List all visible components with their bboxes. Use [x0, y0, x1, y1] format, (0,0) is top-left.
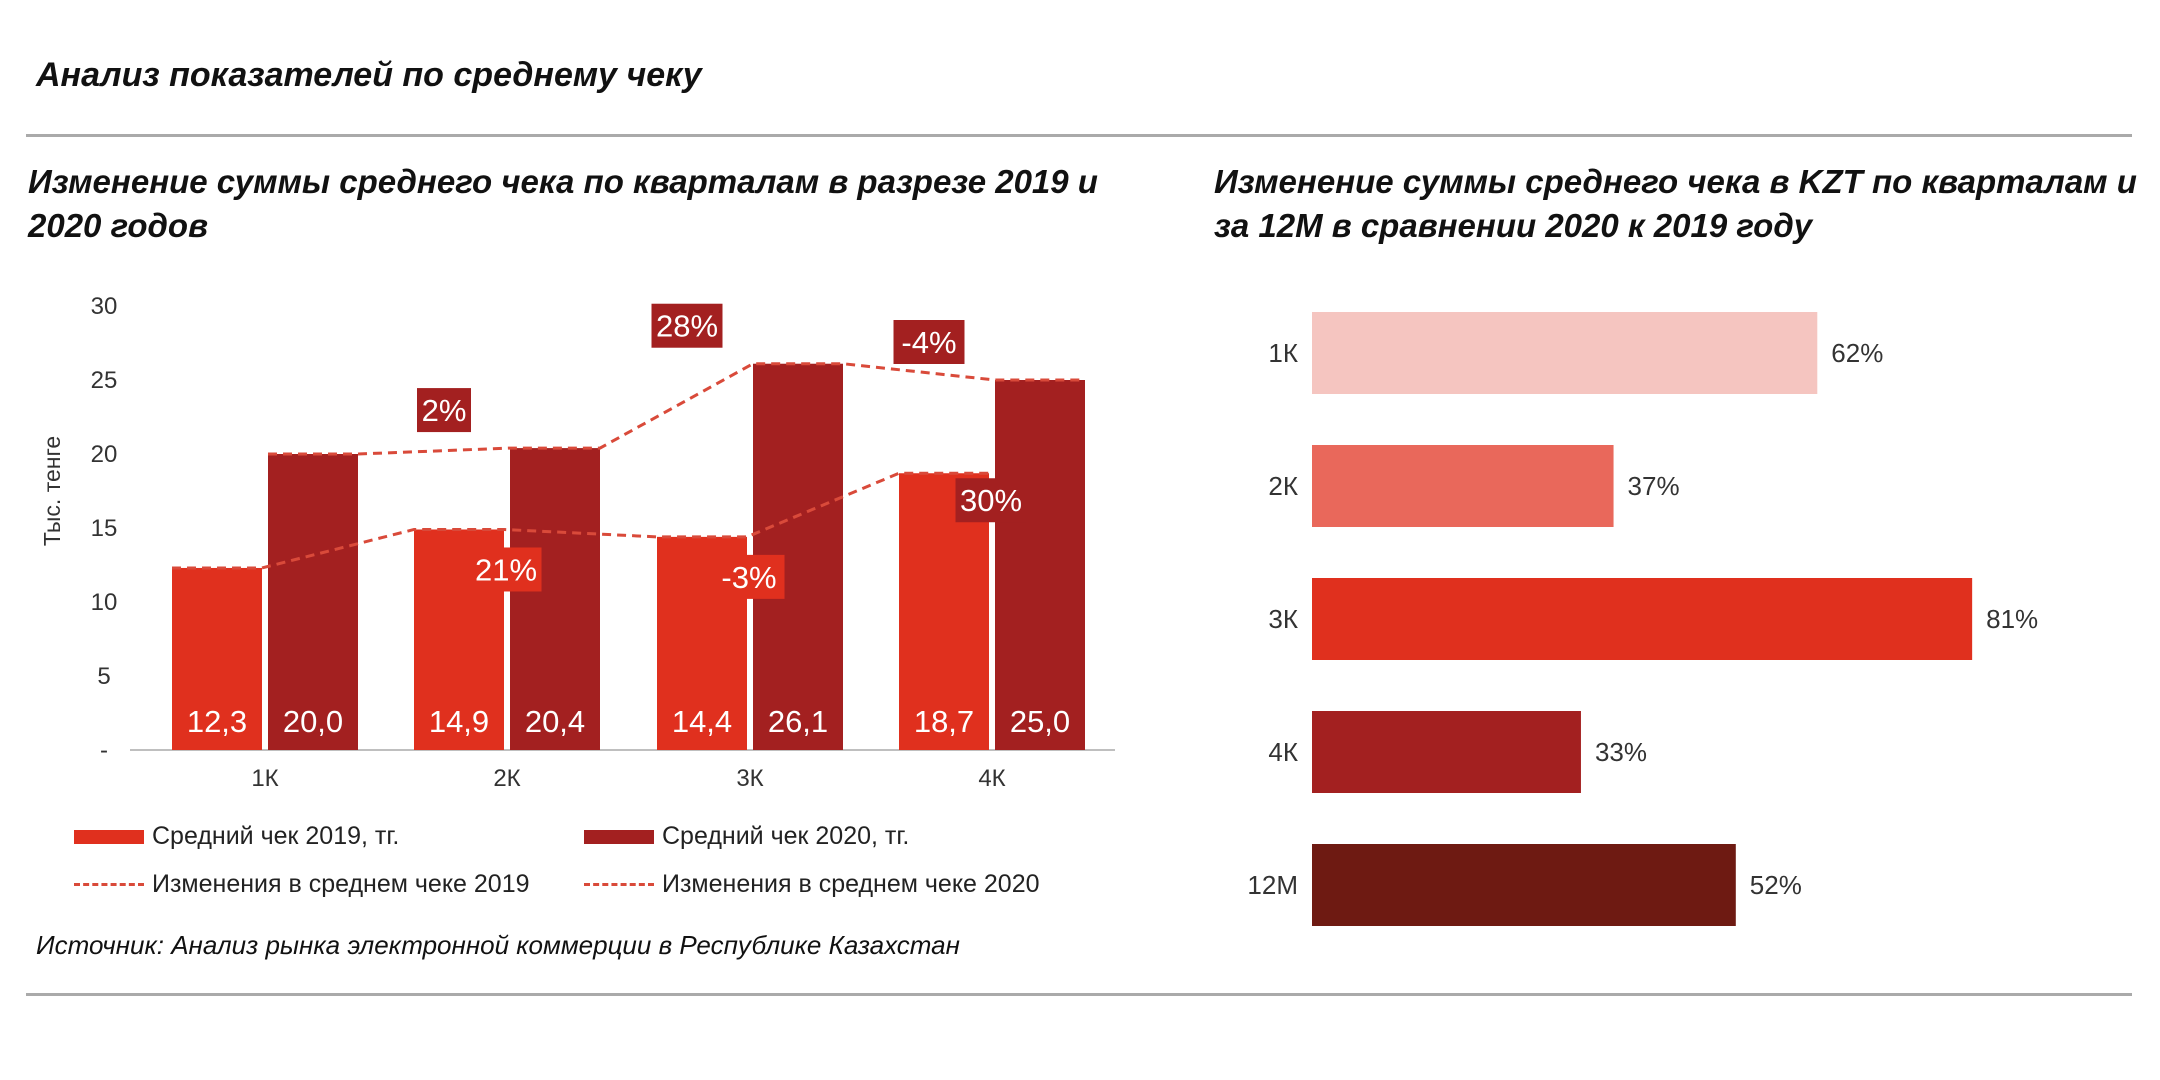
bar-2020-value-label: 25,0 — [1010, 704, 1070, 739]
bar-2020 — [510, 448, 600, 750]
bottom-divider — [26, 993, 2132, 996]
change-2020-badge: 2% — [422, 393, 467, 428]
legend-item-2019: Средний чек 2019, тг. — [74, 822, 399, 851]
bar-2020-value-label: 26,1 — [768, 704, 828, 739]
legend-label-2020: Средний чек 2020, тг. — [662, 822, 910, 850]
change-2019-badge: 21% — [475, 552, 537, 587]
bar-2020 — [268, 454, 358, 750]
h-bar-category-label: 1К — [1268, 338, 1298, 368]
change-2019-badge-box — [470, 547, 542, 592]
bar-2019 — [172, 567, 262, 750]
legend-label-2019: Средний чек 2019, тг. — [152, 822, 400, 850]
h-bar-value-label: 62% — [1831, 338, 1883, 368]
bar-2019-value-label: 18,7 — [914, 704, 974, 739]
h-bar — [1312, 312, 1818, 394]
right-chart: 1К 62% 2К 37% 3К 81% 4К 33% 12М 52% — [1247, 312, 2038, 926]
legend-label-change-2019: Изменения в среднем чеке 2019 — [152, 870, 530, 898]
change-2019-badge: 30% — [960, 483, 1022, 518]
x-tick-label: 1К — [251, 765, 278, 792]
legend-swatch-2019 — [74, 829, 144, 844]
change-2020-badge-box — [417, 388, 471, 433]
y-axis-label: Тыс. тенге — [39, 436, 65, 546]
x-tick-label: 4К — [978, 765, 1005, 792]
bar-2019-value-label: 14,9 — [429, 704, 489, 739]
legend-item-change-2019: Изменения в среднем чеке 2019 — [74, 870, 530, 899]
legend-item-2020: Средний чек 2020, тг. — [584, 822, 909, 851]
legend-dash-2019 — [74, 883, 144, 886]
change-line-2019 — [172, 471, 989, 570]
left-chart: - 5 10 15 20 25 30 Тыс. тенге 12,3 20,01К 14,9 20,4… — [39, 293, 1115, 792]
y-tick-label: - — [100, 737, 108, 764]
x-tick-label: 3К — [736, 765, 763, 792]
h-bar-category-label: 2К — [1268, 471, 1298, 501]
h-bar-value-label: 37% — [1628, 471, 1680, 501]
h-bar — [1312, 844, 1736, 926]
legend-dash-2020 — [584, 883, 654, 886]
y-tick-label: 10 — [91, 589, 118, 616]
y-tick-label: 15 — [91, 515, 118, 542]
h-bar-category-label: 4К — [1268, 737, 1298, 767]
bar-2019-value-label: 12,3 — [187, 704, 247, 739]
bar-2019-value-label: 14,4 — [672, 704, 732, 739]
left-chart-title: Изменение суммы среднего чека по квартал… — [28, 163, 1098, 244]
top-divider — [26, 134, 2132, 137]
legend-item-change-2020: Изменения в среднем чеке 2020 — [584, 870, 1040, 899]
h-bar-value-label: 33% — [1595, 737, 1647, 767]
x-tick-label: 2К — [493, 765, 520, 792]
h-bar-value-label: 52% — [1750, 870, 1802, 900]
change-2020-badge-box — [651, 303, 723, 348]
legend-swatch-2020 — [584, 829, 654, 844]
source-note: Источник: Анализ рынка электронной комме… — [36, 930, 960, 960]
h-bar — [1312, 445, 1614, 527]
y-tick-label: 30 — [91, 293, 118, 320]
change-2020-badge: -4% — [901, 325, 956, 360]
page-title: Анализ показателей по среднему чеку — [36, 56, 702, 94]
h-bar-value-label: 81% — [1986, 604, 2038, 634]
bar-2020 — [995, 380, 1085, 750]
change-2019-badge-box — [713, 554, 785, 599]
h-bar — [1312, 711, 1581, 793]
legend-label-change-2020: Изменения в среднем чеке 2020 — [662, 870, 1040, 898]
y-tick-label: 20 — [91, 441, 118, 468]
change-2020-badge-box — [893, 320, 965, 364]
change-2019-badge: -3% — [721, 560, 776, 595]
h-bar-category-label: 12М — [1247, 870, 1298, 900]
h-bar-category-label: 3К — [1268, 604, 1298, 634]
y-tick-label: 5 — [97, 663, 110, 690]
right-chart-title: Изменение суммы среднего чека в KZT по к… — [1214, 163, 2137, 244]
change-2019-badge-box — [955, 478, 1027, 523]
bar-2020-value-label: 20,0 — [283, 704, 343, 739]
change-2020-badge: 28% — [656, 309, 718, 344]
bar-2020-value-label: 20,4 — [525, 704, 585, 739]
h-bar — [1312, 578, 1973, 660]
y-tick-label: 25 — [91, 367, 118, 394]
change-line-2020 — [268, 362, 1085, 456]
